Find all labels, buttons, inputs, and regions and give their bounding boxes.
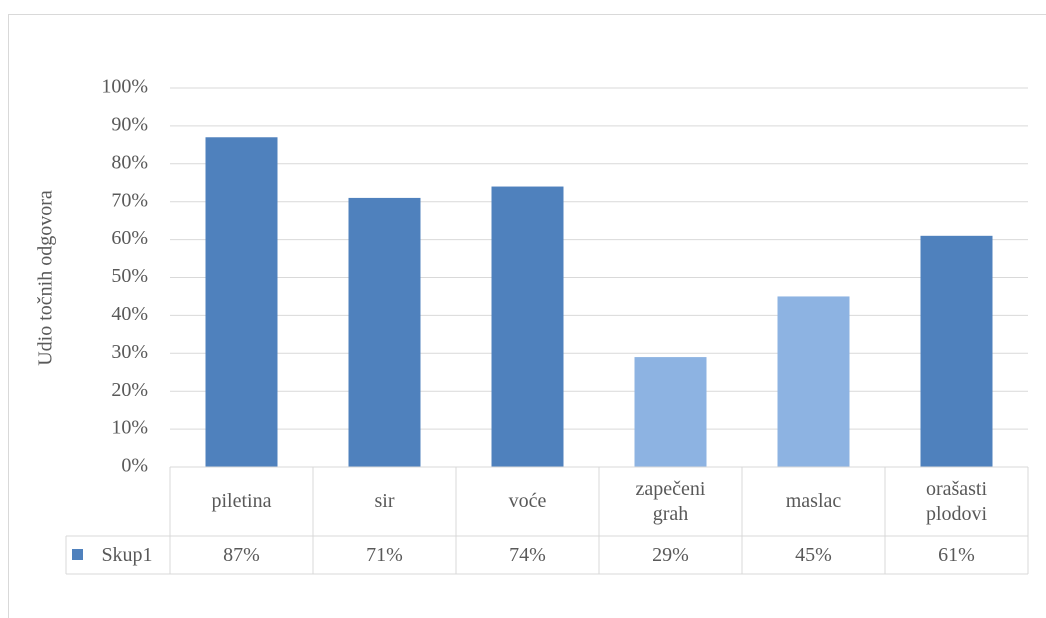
bar — [205, 137, 278, 467]
x-tick-label: voće — [456, 467, 599, 536]
x-tick-label-text: sir — [374, 490, 395, 512]
bar — [348, 197, 421, 467]
y-tick-label: 0% — [121, 455, 148, 477]
data-label-text: 61% — [938, 543, 975, 566]
x-tick-label: maslac — [742, 467, 885, 536]
legend-key — [72, 549, 83, 560]
x-tick-label-text: orašasti plodovi — [925, 477, 988, 525]
y-tick-label: 30% — [111, 341, 148, 363]
y-tick-label: 60% — [111, 227, 148, 249]
y-tick-label: 80% — [111, 151, 148, 173]
y-axis-title: Udio točnih odgovora — [35, 190, 57, 366]
data-label-text: 74% — [509, 543, 546, 566]
x-tick-label: zapečeni grah — [599, 467, 742, 536]
legend-label-text: Skup1 — [101, 543, 153, 566]
chart-border — [8, 14, 1046, 618]
x-tick-label-text: piletina — [211, 490, 272, 512]
y-tick-label: 70% — [111, 189, 148, 211]
data-label-text: 71% — [366, 543, 403, 566]
legend-label: Skup1 — [84, 536, 170, 574]
data-label: 87% — [170, 536, 313, 574]
y-tick-label: 10% — [111, 417, 148, 439]
x-tick-label: sir — [313, 467, 456, 536]
y-tick-label: 20% — [111, 379, 148, 401]
bar — [634, 357, 707, 467]
data-label: 71% — [313, 536, 456, 574]
data-label: 61% — [885, 536, 1028, 574]
data-label: 29% — [599, 536, 742, 574]
x-tick-label-text: zapečeni grah — [635, 477, 706, 525]
bar — [777, 296, 850, 467]
data-label-text: 45% — [795, 543, 832, 566]
y-tick-label: 50% — [111, 265, 148, 287]
data-label: 45% — [742, 536, 885, 574]
data-label-text: 87% — [223, 543, 260, 566]
x-tick-label: piletina — [170, 467, 313, 536]
y-tick-label: 40% — [111, 303, 148, 325]
bar — [491, 186, 564, 468]
y-tick-label: 90% — [111, 113, 148, 135]
y-tick-label: 100% — [101, 76, 148, 98]
bar — [920, 235, 993, 467]
x-tick-label-text: maslac — [785, 490, 842, 512]
data-label: 74% — [456, 536, 599, 574]
x-tick-label: orašasti plodovi — [885, 467, 1028, 536]
x-tick-label-text: voće — [508, 490, 547, 512]
data-label-text: 29% — [652, 543, 689, 566]
